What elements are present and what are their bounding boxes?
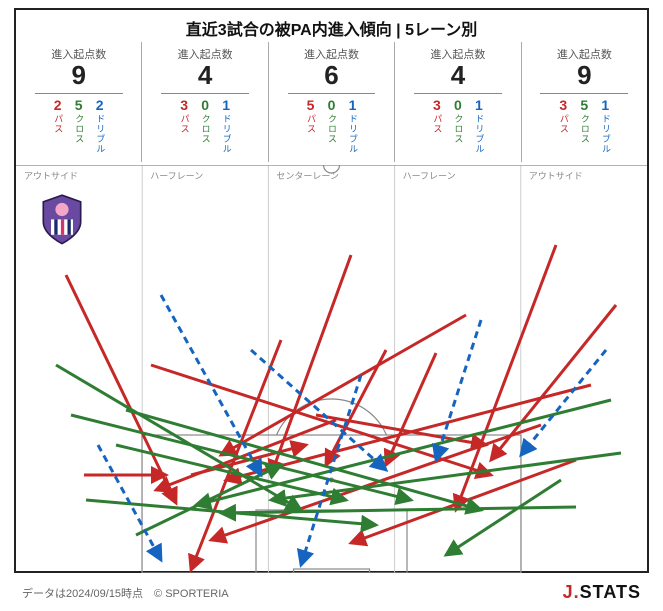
lane-4: 進入起点数93パス5クロス1ドリブル bbox=[522, 42, 647, 162]
lanes-header: 進入起点数92パス5クロス2ドリブル進入起点数43パス0クロス1ドリブル進入起点… bbox=[16, 42, 647, 162]
arrow-pass-2 bbox=[456, 245, 556, 510]
pass-label: パス bbox=[432, 114, 441, 134]
pass-label: パス bbox=[306, 114, 315, 134]
zone-label-3: ハーフレーン bbox=[403, 171, 456, 181]
lane-divider bbox=[288, 93, 376, 94]
cross-label: クロス bbox=[453, 114, 462, 144]
dribble-label: ドリブル bbox=[95, 114, 104, 154]
lane-breakdown: 2 パス 5 クロス 2 ドリブル bbox=[16, 98, 141, 154]
cross-count: 5 bbox=[580, 98, 588, 112]
dribble-count: 1 bbox=[222, 98, 230, 112]
lane-3: 進入起点数43パス0クロス1ドリブル bbox=[395, 42, 521, 162]
cross-count: 0 bbox=[201, 98, 209, 112]
cross-label: クロス bbox=[201, 114, 210, 144]
lane-breakdown: 3 パス 0 クロス 1 ドリブル bbox=[142, 98, 267, 154]
chart-title: 直近3試合の被PA内進入傾向 | 5レーン別 bbox=[16, 10, 647, 42]
arrow-pass-7 bbox=[151, 365, 491, 475]
lane-0: 進入起点数92パス5クロス2ドリブル bbox=[16, 42, 142, 162]
cross-count: 0 bbox=[328, 98, 336, 112]
chart-container: 直近3試合の被PA内進入傾向 | 5レーン別 進入起点数92パス5クロス2ドリブ… bbox=[0, 0, 663, 611]
pass-label: パス bbox=[180, 114, 189, 134]
footer: データは2024/09/15時点 © SPORTERIA J.STATS bbox=[0, 582, 663, 603]
pitch-svg: アウトサイド ハーフレーン センターレーン ハーフレーン アウトサイド bbox=[16, 165, 647, 573]
dribble-count: 1 bbox=[475, 98, 483, 112]
footer-logo: J.STATS bbox=[563, 582, 641, 603]
logo-main: STATS bbox=[580, 582, 641, 602]
team-badge bbox=[40, 193, 84, 245]
zone-label-1: ハーフレーン bbox=[150, 171, 203, 181]
lane-divider bbox=[540, 93, 628, 94]
lane-2: 進入起点数65パス0クロス1ドリブル bbox=[269, 42, 395, 162]
lane-divider bbox=[414, 93, 502, 94]
lane-divider bbox=[161, 93, 249, 94]
lane-breakdown: 5 パス 0 クロス 1 ドリブル bbox=[269, 98, 394, 154]
cross-label: クロス bbox=[327, 114, 336, 144]
dribble-count: 2 bbox=[96, 98, 104, 112]
dribble-count: 1 bbox=[601, 98, 609, 112]
cross-count: 0 bbox=[454, 98, 462, 112]
zone-label-4: アウトサイド bbox=[529, 171, 583, 181]
zone-label-2: センターレーン bbox=[276, 171, 339, 181]
dribble-count: 1 bbox=[349, 98, 357, 112]
pass-count: 2 bbox=[54, 98, 62, 112]
lane-breakdown: 3 パス 5 クロス 1 ドリブル bbox=[522, 98, 647, 154]
cross-label: クロス bbox=[74, 114, 83, 144]
pass-count: 3 bbox=[559, 98, 567, 112]
dribble-label: ドリブル bbox=[222, 114, 231, 154]
dribble-label: ドリブル bbox=[348, 114, 357, 154]
lane-total: 9 bbox=[16, 60, 141, 91]
pass-count: 5 bbox=[307, 98, 315, 112]
cross-label: クロス bbox=[580, 114, 589, 144]
footer-credit: データは2024/09/15時点 © SPORTERIA bbox=[22, 585, 229, 601]
lane-total: 4 bbox=[142, 60, 267, 91]
zone-label-0: アウトサイド bbox=[24, 171, 78, 181]
arrow-dribble-26 bbox=[161, 295, 261, 475]
pass-count: 3 bbox=[433, 98, 441, 112]
lane-total: 9 bbox=[522, 60, 647, 91]
dribble-label: ドリブル bbox=[601, 114, 610, 154]
lane-total: 6 bbox=[269, 60, 394, 91]
arrow-pass-5 bbox=[351, 460, 576, 543]
cross-count: 5 bbox=[75, 98, 83, 112]
arrow-dribble-31 bbox=[521, 350, 606, 455]
logo-prefix: J. bbox=[563, 582, 580, 602]
pass-count: 3 bbox=[180, 98, 188, 112]
lane-divider bbox=[35, 93, 123, 94]
pass-label: パス bbox=[53, 114, 62, 134]
arrow-pass-0 bbox=[66, 275, 176, 503]
lane-1: 進入起点数43パス0クロス1ドリブル bbox=[142, 42, 268, 162]
lane-breakdown: 3 パス 0 クロス 1 ドリブル bbox=[395, 98, 520, 154]
pitch-area: アウトサイド ハーフレーン センターレーン ハーフレーン アウトサイド bbox=[16, 165, 647, 573]
pass-label: パス bbox=[559, 114, 568, 134]
lane-total: 4 bbox=[395, 60, 520, 91]
arrow-cross-19 bbox=[116, 445, 346, 500]
dribble-label: ドリブル bbox=[474, 114, 483, 154]
chart-frame: 直近3試合の被PA内進入傾向 | 5レーン別 進入起点数92パス5クロス2ドリブ… bbox=[14, 8, 649, 573]
